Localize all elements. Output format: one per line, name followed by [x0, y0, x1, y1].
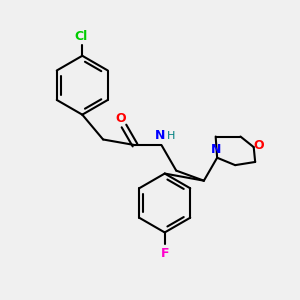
Text: N: N	[211, 143, 221, 156]
Text: O: O	[254, 139, 264, 152]
Text: N: N	[155, 129, 165, 142]
Text: O: O	[116, 112, 126, 124]
Text: H: H	[167, 131, 175, 141]
Text: F: F	[160, 247, 169, 260]
Text: Cl: Cl	[74, 30, 87, 44]
